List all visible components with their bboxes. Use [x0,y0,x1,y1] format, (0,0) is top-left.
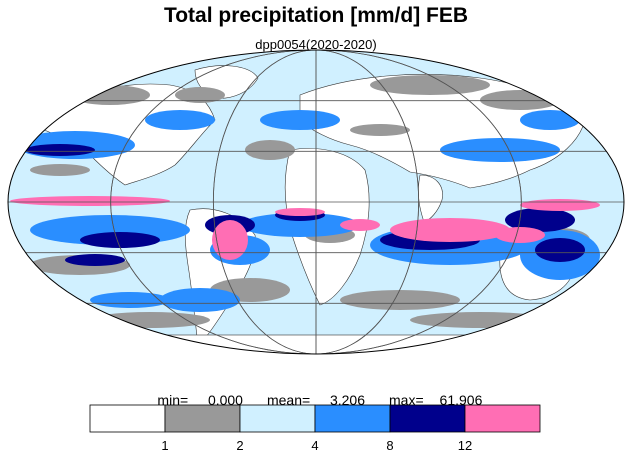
pink-patch [340,219,380,231]
navy-patch [80,232,160,248]
mean-value: 3.206 [329,392,366,408]
min-label: min= [157,392,189,408]
gray-patch [175,87,225,103]
pink-patch [10,196,170,206]
colorbar-tick-label: 1 [161,438,168,453]
navy-patch [535,238,585,262]
colorbar-tick-label: 2 [236,438,243,453]
max-label: max= [389,392,424,408]
colorbar-swatch [164,404,241,433]
colorbar-swatch [89,404,166,433]
blue-patch [240,213,360,237]
colorbar-swatch [464,404,541,433]
pink-patch [275,208,325,216]
colorbar-tick-label: 12 [458,438,472,453]
gray-patch [340,290,460,310]
navy-patch [25,144,95,156]
navy-patch [505,208,575,232]
navy-patch [65,254,125,266]
gray-patch [370,75,490,95]
plot-title: Total precipitation [mm/d] FEB [163,4,469,27]
meridian-line [110,50,522,354]
colorbar-swatch [314,404,391,433]
gray-patch [30,164,90,176]
blue-patch [520,110,580,130]
pink-patch [390,218,510,242]
graticule [8,50,624,354]
gray-patch [245,140,295,160]
plot-subtitle: dpp0054(2020-2020) [255,37,377,52]
blue-patch [160,288,240,312]
statistics-line: min= 0.000 mean= 3.206 max= 61.906 [0,376,632,408]
pink-patch [495,227,545,243]
colorbar-tick-label: 4 [311,438,318,453]
mean-label: mean= [266,392,311,408]
meridian-line [212,50,420,354]
map-border [7,49,625,355]
colorbar-tick-label: 8 [386,438,393,453]
pink-patch [212,220,248,260]
blue-patch [260,110,340,130]
min-value: 0.000 [207,392,243,408]
colorbar-swatch [239,404,316,433]
blue-patch [440,138,560,162]
gray-patch [350,124,410,136]
blue-patch [90,292,170,308]
colorbar-swatch [389,404,466,433]
max-value: 61.906 [439,392,483,408]
blue-patch [145,110,215,130]
